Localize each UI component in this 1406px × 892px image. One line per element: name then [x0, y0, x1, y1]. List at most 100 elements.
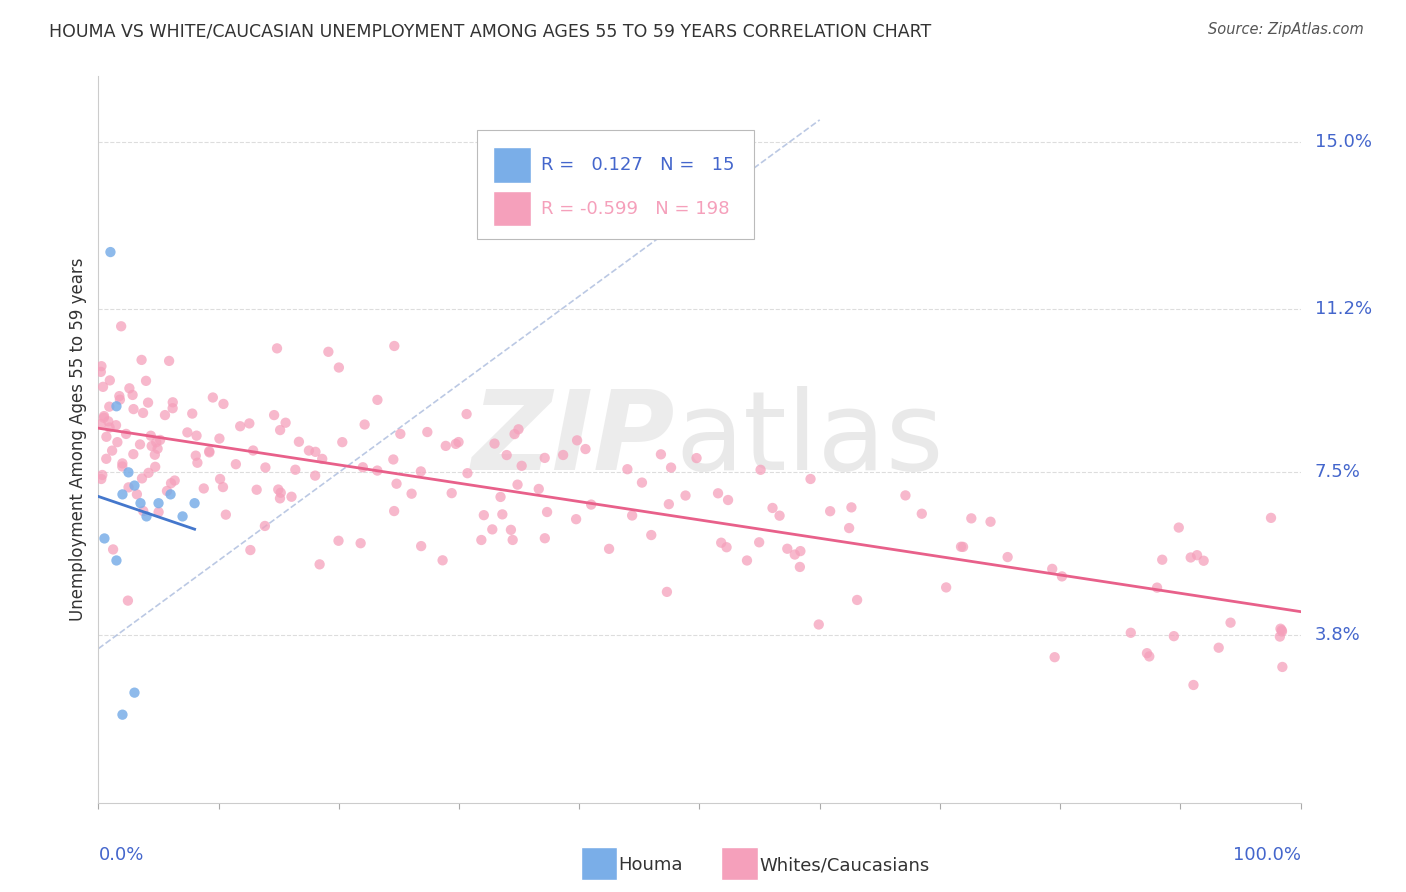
Point	[952, 540, 974, 554]
Point	[534, 531, 557, 545]
Point	[246, 483, 269, 497]
Point	[118, 381, 141, 395]
Point	[215, 508, 238, 522]
Point	[658, 497, 681, 511]
Point	[280, 490, 302, 504]
Point	[304, 468, 326, 483]
Point	[472, 508, 495, 523]
Point	[135, 509, 157, 524]
Point	[328, 533, 350, 548]
Point	[284, 463, 307, 477]
Point	[716, 540, 738, 554]
FancyBboxPatch shape	[477, 130, 754, 239]
Point	[242, 443, 264, 458]
Point	[198, 445, 221, 459]
Point	[434, 439, 457, 453]
Point	[655, 585, 678, 599]
Text: R =   0.127   N =   15: R = 0.127 N = 15	[541, 156, 734, 174]
Point	[1271, 624, 1294, 639]
Point	[143, 459, 166, 474]
Point	[382, 339, 405, 353]
Point	[503, 427, 526, 442]
Point	[122, 402, 145, 417]
Point	[776, 541, 799, 556]
Point	[298, 443, 321, 458]
Point	[707, 486, 730, 500]
Point	[1260, 511, 1282, 525]
Point	[659, 460, 682, 475]
Point	[149, 433, 172, 447]
Point	[108, 389, 131, 403]
Point	[304, 445, 326, 459]
Text: Houma: Houma	[619, 856, 683, 874]
Point	[105, 435, 128, 450]
Point	[401, 486, 423, 500]
Point	[270, 485, 292, 500]
Point	[90, 472, 112, 486]
Text: 0.0%: 0.0%	[98, 847, 143, 864]
Point	[980, 515, 1002, 529]
Point	[330, 435, 353, 450]
Point	[1268, 630, 1291, 644]
Point	[1180, 550, 1202, 565]
Point	[111, 456, 134, 470]
Point	[193, 482, 215, 496]
Point	[101, 443, 124, 458]
Point	[470, 533, 492, 547]
Point	[91, 468, 114, 483]
Point	[148, 505, 170, 519]
Point	[1271, 660, 1294, 674]
Point	[267, 483, 290, 497]
Point	[318, 344, 340, 359]
Point	[1182, 678, 1205, 692]
Point	[135, 374, 157, 388]
Point	[181, 407, 204, 421]
Point	[675, 489, 697, 503]
Point	[93, 409, 115, 423]
Point	[717, 493, 740, 508]
Point	[416, 425, 439, 439]
Point	[783, 548, 806, 562]
Point	[115, 426, 138, 441]
Point	[183, 496, 205, 510]
Point	[349, 536, 371, 550]
Point	[1040, 562, 1063, 576]
Point	[97, 414, 120, 428]
Point	[536, 505, 558, 519]
Point	[288, 434, 311, 449]
Point	[201, 391, 224, 405]
Point	[148, 496, 170, 510]
Point	[489, 490, 512, 504]
Point	[111, 707, 134, 722]
Point	[98, 400, 121, 414]
Point	[1050, 569, 1073, 583]
Point	[308, 558, 330, 572]
Point	[1208, 640, 1230, 655]
Point	[125, 487, 148, 501]
Point	[162, 401, 184, 416]
Point	[1137, 649, 1160, 664]
Point	[444, 437, 467, 451]
Point	[495, 448, 517, 462]
Text: R = -0.599   N = 198: R = -0.599 N = 198	[541, 200, 730, 218]
Text: 7.5%: 7.5%	[1315, 463, 1361, 482]
Point	[1185, 548, 1208, 562]
Point	[176, 425, 198, 440]
Point	[799, 472, 821, 486]
Point	[186, 428, 208, 442]
Point	[162, 395, 184, 409]
Point	[96, 451, 118, 466]
Point	[160, 476, 183, 491]
Point	[100, 245, 122, 260]
Point	[239, 543, 262, 558]
Point	[640, 528, 662, 542]
Point	[311, 451, 333, 466]
Point	[139, 428, 162, 442]
Point	[121, 388, 143, 402]
Point	[1270, 622, 1292, 636]
Point	[129, 437, 152, 451]
Point	[484, 436, 506, 450]
Point	[565, 434, 588, 448]
Point	[146, 442, 169, 456]
Point	[90, 365, 112, 379]
